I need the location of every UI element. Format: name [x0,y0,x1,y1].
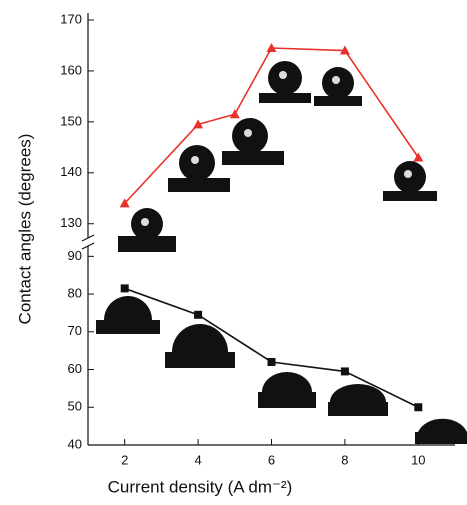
y-tick-label: 50 [68,399,82,414]
axis-break [80,234,96,250]
point [267,357,276,366]
y-tick-label: 70 [68,323,82,338]
point [266,43,277,53]
point [339,45,350,55]
y-tick-label: 150 [60,113,82,128]
y-axis-title: Contact angles (degrees) [15,134,34,325]
y-tick-label: 80 [68,285,82,300]
point [340,367,349,376]
y-tick-label: 170 [60,11,82,26]
x-axis-title: Current density (A dm⁻²) [108,477,293,496]
x-tick-label: 8 [341,452,348,467]
y-tick-label: 140 [60,164,82,179]
y-tick-label: 90 [68,248,82,263]
y-tick-label: 130 [60,215,82,230]
y-tick-label: 160 [60,62,82,77]
x-tick-label: 4 [194,452,201,467]
droplet-photos [96,61,467,444]
point [414,403,423,412]
point [193,119,204,129]
x-tick-label: 2 [121,452,128,467]
x-tick-label: 10 [411,452,425,467]
x-tick-label: 6 [268,452,275,467]
series-line [124,47,419,204]
y-tick-label: 60 [68,361,82,376]
y-tick-label: 40 [68,436,82,451]
point [119,198,130,208]
point [413,152,424,162]
point [120,284,129,293]
point [229,109,240,119]
point [194,310,203,319]
